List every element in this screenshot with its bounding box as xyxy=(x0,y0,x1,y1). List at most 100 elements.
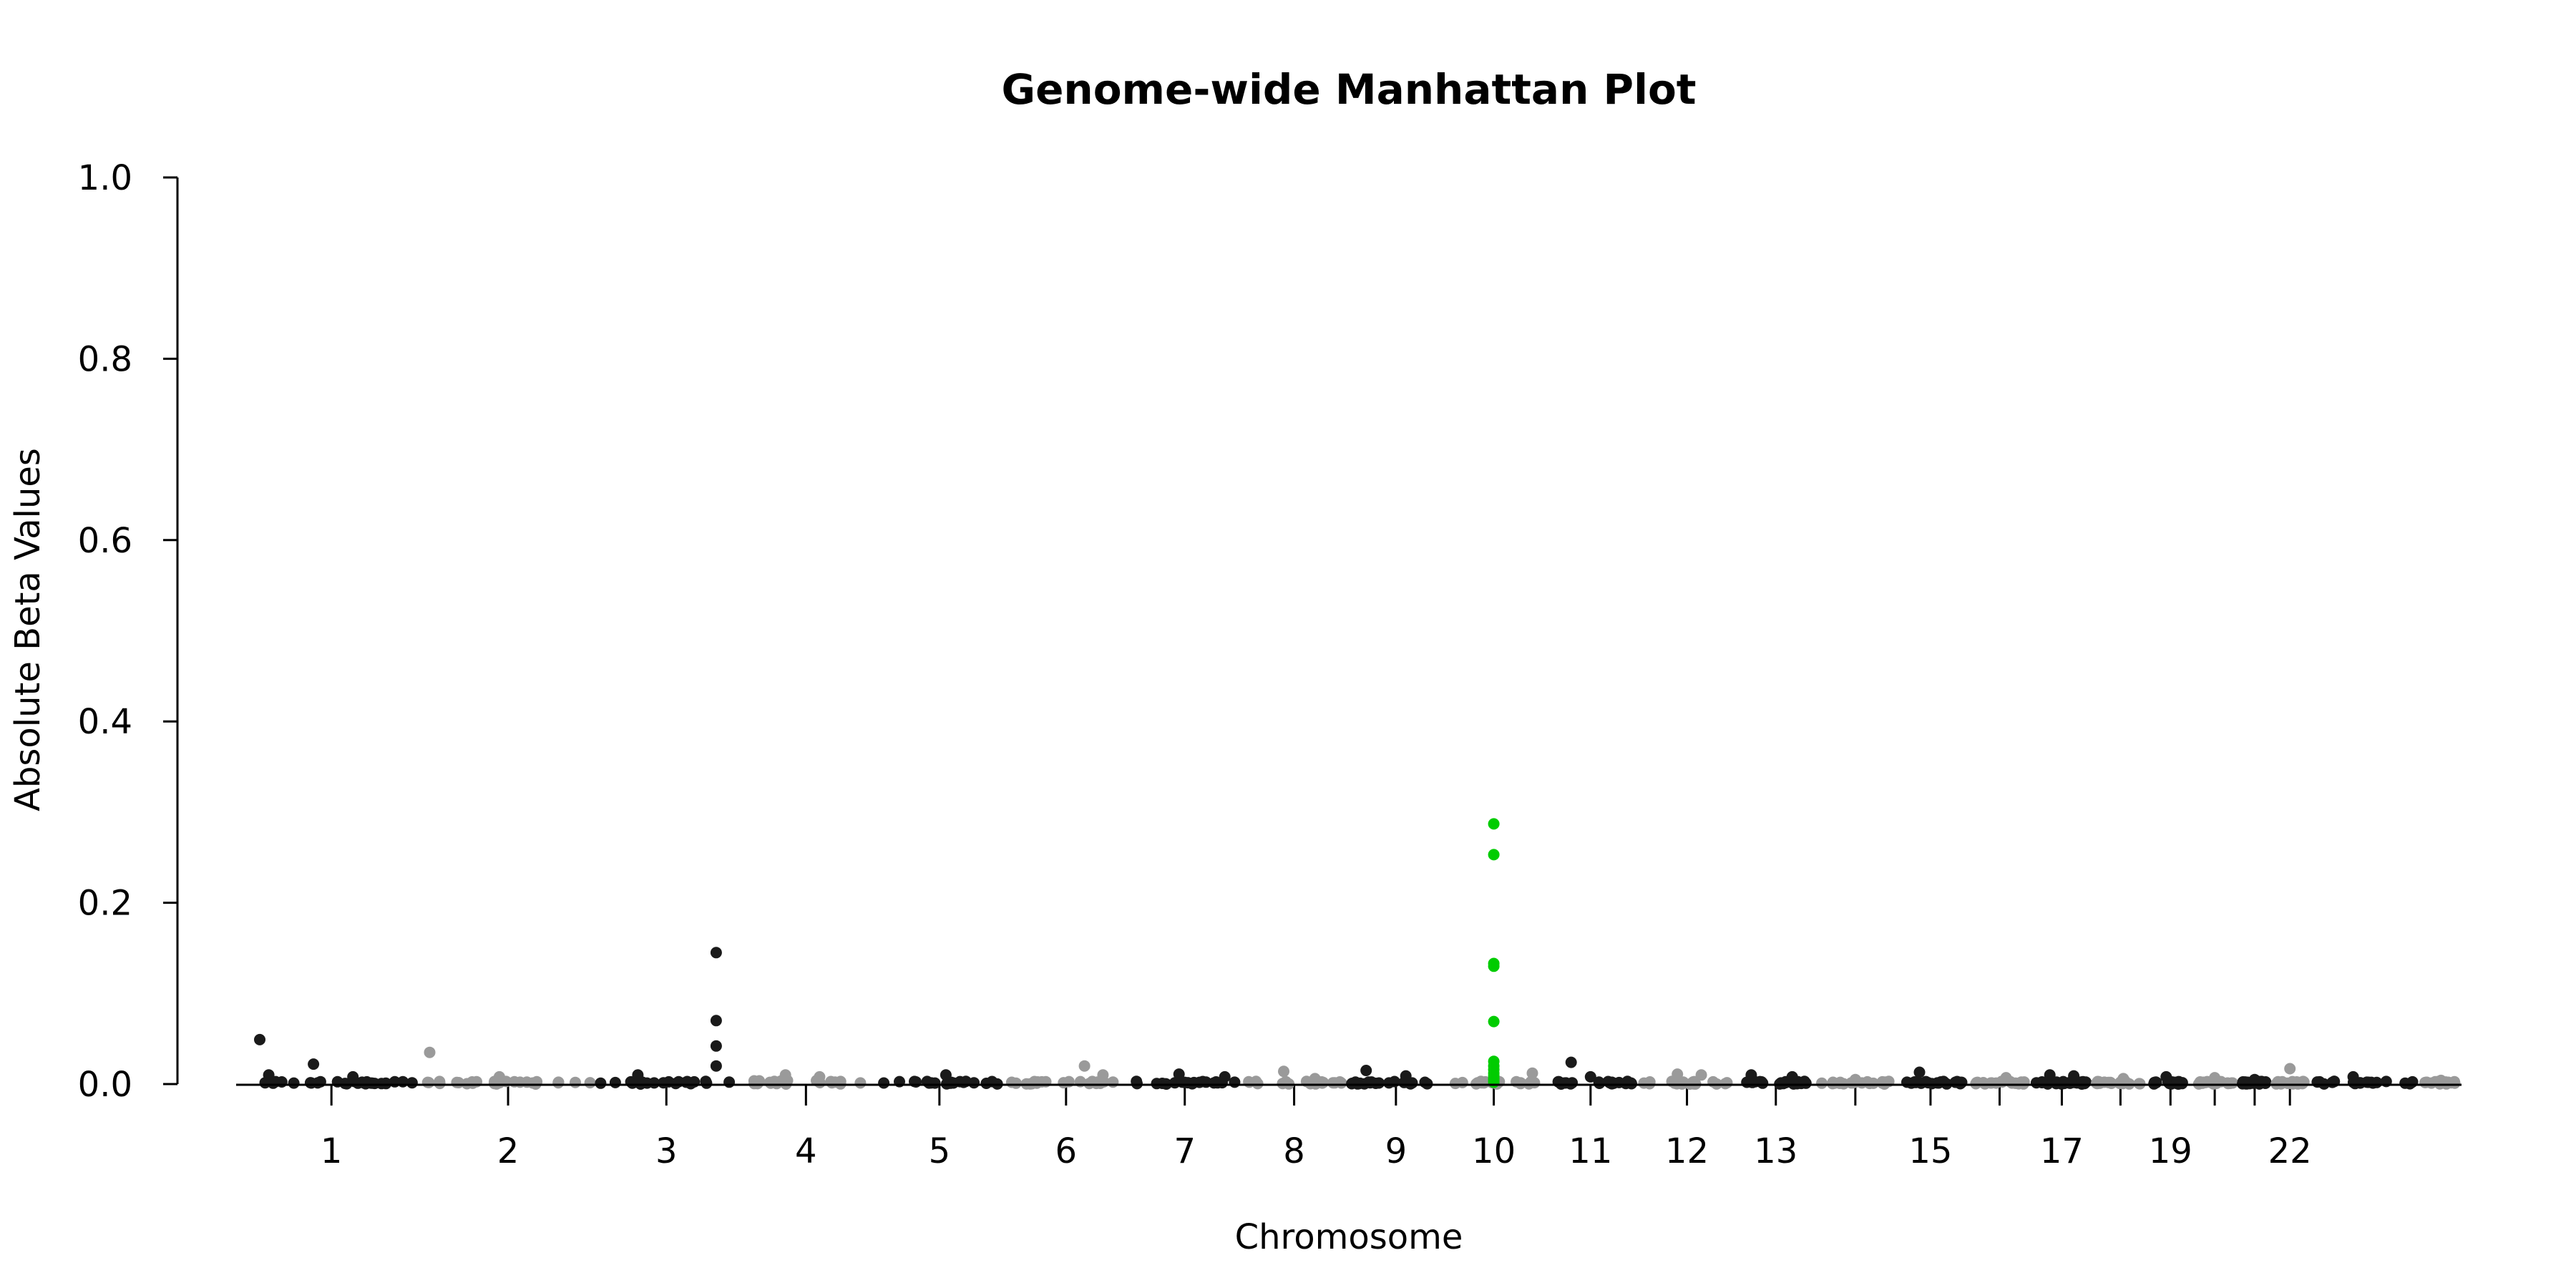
y-tick-label: 0.2 xyxy=(78,884,132,924)
snp-point xyxy=(609,1076,621,1088)
snp-point xyxy=(1625,1077,1637,1089)
snp-point xyxy=(2150,1076,2162,1088)
snp-point xyxy=(1131,1078,1143,1090)
y-tick-label: 0.8 xyxy=(78,339,132,379)
snp-point xyxy=(1558,1077,1571,1089)
x-tick-label: 19 xyxy=(2149,1131,2192,1171)
snp-point xyxy=(1913,1066,1926,1078)
x-tick-label: 17 xyxy=(2040,1131,2084,1171)
snp-point xyxy=(710,1060,722,1072)
snp-point xyxy=(1910,1076,1922,1088)
snp-point xyxy=(626,1077,638,1089)
highlighted-snp-point xyxy=(1488,1076,1500,1088)
x-tick-label: 9 xyxy=(1385,1131,1407,1171)
snp-point xyxy=(723,1076,736,1088)
snp-point xyxy=(1515,1077,1527,1089)
snp-point xyxy=(595,1077,607,1089)
snp-point xyxy=(779,1069,791,1081)
snp-point xyxy=(2160,1070,2172,1083)
x-tick-label: 8 xyxy=(1283,1131,1305,1171)
snp-point xyxy=(306,1077,318,1089)
snp-point xyxy=(380,1077,392,1089)
snp-point xyxy=(424,1046,436,1058)
snp-point xyxy=(2044,1069,2056,1081)
snp-point xyxy=(1584,1070,1596,1083)
snp-point xyxy=(1329,1077,1341,1089)
snp-point xyxy=(2419,1076,2431,1088)
snp-point xyxy=(2296,1078,2308,1090)
snp-point xyxy=(684,1077,696,1089)
snp-point xyxy=(2170,1078,2182,1090)
x-tick-label: 11 xyxy=(1568,1131,1612,1171)
snp-point xyxy=(2222,1078,2234,1090)
y-tick-label: 0.0 xyxy=(78,1065,132,1105)
y-axis-ticks: 0.0 0.2 0.4 0.6 0.8 1.0 xyxy=(78,158,177,1105)
data-points xyxy=(236,818,2462,1090)
x-tick-label: 4 xyxy=(795,1131,817,1171)
snp-point xyxy=(2248,1073,2260,1085)
snp-point xyxy=(1097,1069,1109,1081)
snp-point xyxy=(710,947,722,959)
snp-point xyxy=(1278,1065,1289,1078)
x-axis-label: Chromosome xyxy=(1235,1217,1463,1257)
snp-point xyxy=(1672,1068,1684,1080)
snp-point xyxy=(878,1077,890,1089)
snp-point xyxy=(1931,1077,1943,1089)
snp-point xyxy=(923,1077,935,1089)
snp-point xyxy=(2286,1077,2298,1089)
snp-point xyxy=(854,1077,867,1089)
snp-point xyxy=(1565,1056,1577,1068)
snp-point xyxy=(814,1070,826,1083)
snp-point xyxy=(1478,1077,1490,1089)
snp-point xyxy=(434,1078,446,1090)
snp-point xyxy=(1252,1078,1264,1090)
snp-point xyxy=(2326,1076,2338,1088)
y-tick-label: 0.4 xyxy=(78,702,132,742)
snp-point xyxy=(632,1069,644,1081)
snp-point xyxy=(1032,1076,1044,1088)
snp-point xyxy=(2098,1076,2110,1088)
snp-point xyxy=(1383,1077,1395,1089)
snp-point xyxy=(2449,1077,2461,1089)
snp-point xyxy=(1456,1076,1468,1088)
snp-point xyxy=(1010,1077,1022,1089)
snp-point xyxy=(2068,1070,2080,1082)
snp-point xyxy=(1827,1076,1839,1088)
snp-point xyxy=(968,1077,980,1089)
x-tick-label: 5 xyxy=(929,1131,951,1171)
snp-point xyxy=(1229,1076,1241,1088)
snp-point xyxy=(1200,1076,1212,1088)
x-tick-label: 3 xyxy=(655,1131,678,1171)
chart-title: Genome-wide Manhattan Plot xyxy=(1001,65,1696,114)
snp-point xyxy=(514,1076,526,1088)
y-axis-label: Absolute Beta Values xyxy=(8,448,48,811)
snp-point xyxy=(347,1070,359,1083)
snp-point xyxy=(421,1076,434,1088)
snp-point xyxy=(552,1076,565,1088)
snp-point xyxy=(771,1078,783,1090)
snp-point xyxy=(584,1077,596,1089)
highlighted-snp-point xyxy=(1488,849,1500,861)
snp-point xyxy=(1058,1077,1070,1089)
x-tick-label: 6 xyxy=(1055,1131,1078,1171)
x-tick-label: 1 xyxy=(321,1131,343,1171)
snp-point xyxy=(710,1040,722,1052)
snp-point xyxy=(1219,1070,1231,1083)
snp-point xyxy=(570,1076,581,1088)
snp-point xyxy=(1091,1078,1103,1090)
snp-point xyxy=(1078,1060,1091,1072)
snp-point xyxy=(1849,1073,1861,1085)
snp-point xyxy=(940,1069,952,1081)
snp-point xyxy=(369,1078,381,1090)
snp-point xyxy=(2209,1072,2221,1084)
snp-point xyxy=(980,1078,992,1089)
snp-point xyxy=(263,1069,275,1081)
snp-point xyxy=(406,1077,418,1089)
snp-point xyxy=(2361,1076,2373,1088)
snp-point xyxy=(658,1077,670,1089)
x-axis-ticks: 1 2 3 4 5 6 7 8 9 10 11 12 13 15 17 19 22 xyxy=(321,1084,2312,1171)
snp-point xyxy=(308,1058,320,1070)
x-tick-label: 13 xyxy=(1754,1131,1797,1171)
snp-point xyxy=(1526,1067,1538,1079)
